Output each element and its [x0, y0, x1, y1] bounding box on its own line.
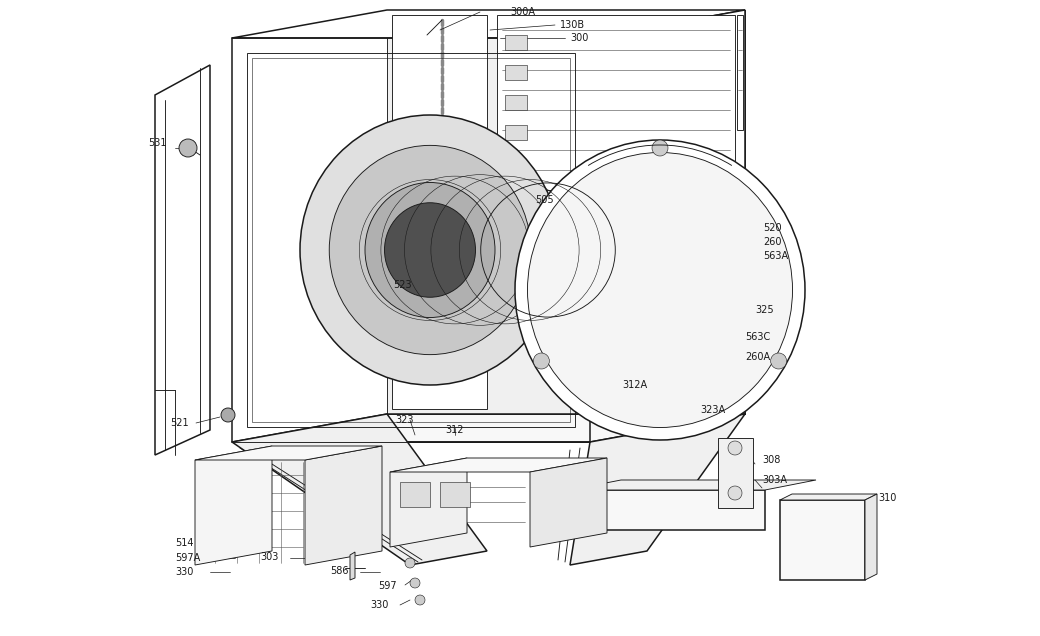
Polygon shape — [400, 482, 430, 507]
Polygon shape — [570, 414, 745, 565]
Polygon shape — [570, 490, 765, 530]
Polygon shape — [440, 482, 470, 507]
Text: 563C: 563C — [745, 332, 771, 342]
Circle shape — [728, 486, 742, 500]
Polygon shape — [505, 65, 527, 80]
Polygon shape — [865, 494, 877, 580]
Text: 520: 520 — [763, 223, 782, 233]
Text: 308: 308 — [762, 455, 780, 465]
Polygon shape — [780, 494, 877, 500]
Polygon shape — [718, 438, 753, 508]
Text: 523: 523 — [393, 280, 412, 290]
Ellipse shape — [527, 153, 792, 427]
Polygon shape — [780, 500, 865, 580]
Circle shape — [415, 595, 425, 605]
Text: 303A: 303A — [762, 475, 787, 485]
Ellipse shape — [515, 140, 805, 440]
Polygon shape — [570, 480, 816, 490]
Polygon shape — [305, 446, 382, 565]
Text: 597A: 597A — [175, 553, 201, 563]
Circle shape — [179, 139, 197, 157]
Circle shape — [742, 243, 756, 257]
Polygon shape — [387, 10, 745, 414]
Text: 260: 260 — [763, 237, 781, 247]
Polygon shape — [762, 238, 772, 275]
Text: 303: 303 — [260, 552, 279, 562]
Ellipse shape — [300, 115, 560, 385]
Polygon shape — [232, 414, 487, 565]
Polygon shape — [530, 458, 607, 547]
Text: 330: 330 — [175, 567, 193, 577]
Polygon shape — [232, 414, 745, 442]
Text: 323A: 323A — [700, 405, 725, 415]
Polygon shape — [505, 125, 527, 140]
Ellipse shape — [365, 183, 495, 317]
Text: 597: 597 — [378, 581, 396, 591]
Polygon shape — [390, 458, 607, 472]
Text: 521: 521 — [170, 418, 188, 428]
Text: 260A: 260A — [745, 352, 771, 362]
Text: 325: 325 — [755, 305, 774, 315]
Text: 300: 300 — [570, 33, 589, 43]
Polygon shape — [740, 290, 765, 315]
Polygon shape — [497, 15, 735, 190]
Text: 300A: 300A — [510, 7, 535, 17]
Polygon shape — [155, 65, 210, 455]
Text: 505: 505 — [535, 195, 553, 205]
Circle shape — [534, 353, 549, 369]
Polygon shape — [232, 10, 745, 38]
Text: 330: 330 — [370, 600, 388, 610]
Circle shape — [405, 558, 415, 568]
Polygon shape — [505, 35, 527, 50]
Polygon shape — [740, 228, 758, 285]
Circle shape — [728, 441, 742, 455]
Polygon shape — [590, 10, 745, 442]
Circle shape — [722, 332, 734, 344]
Circle shape — [222, 408, 235, 422]
Polygon shape — [196, 446, 272, 565]
Circle shape — [730, 353, 740, 363]
Text: 312A: 312A — [622, 380, 647, 390]
Text: 310: 310 — [878, 493, 896, 503]
Circle shape — [410, 578, 420, 588]
Polygon shape — [196, 446, 382, 460]
Circle shape — [771, 353, 786, 369]
Ellipse shape — [330, 146, 530, 355]
Text: 323: 323 — [395, 415, 414, 425]
Ellipse shape — [385, 203, 475, 297]
Polygon shape — [505, 95, 527, 110]
Text: 531: 531 — [148, 138, 166, 148]
Polygon shape — [350, 552, 355, 580]
Polygon shape — [390, 458, 467, 547]
Text: 514: 514 — [175, 538, 193, 548]
Polygon shape — [737, 15, 743, 130]
Text: 586: 586 — [330, 566, 348, 576]
Circle shape — [652, 140, 668, 156]
Polygon shape — [392, 15, 487, 409]
Text: 130B: 130B — [560, 20, 586, 30]
Text: 312: 312 — [445, 425, 464, 435]
Text: 563A: 563A — [763, 251, 788, 261]
